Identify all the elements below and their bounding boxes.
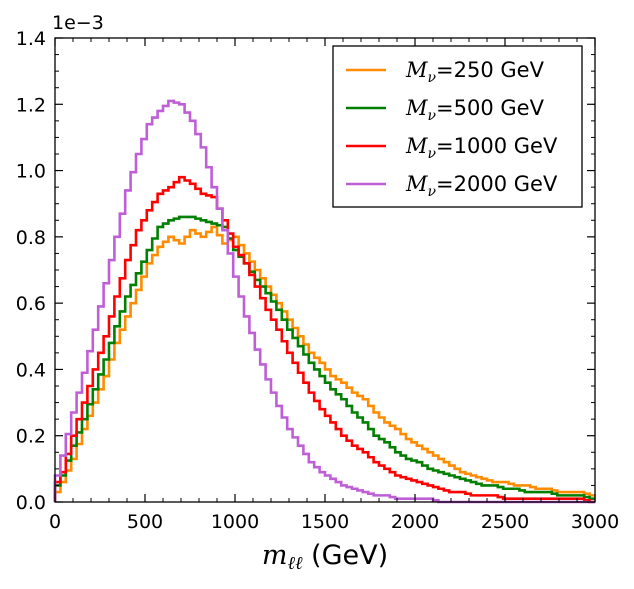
legend-math-symbol: M [405, 58, 428, 82]
legend-math-subscript: ν [428, 184, 437, 200]
x-tick-label: 1000 [211, 511, 259, 533]
legend-frame [332, 45, 583, 208]
legend-label-500-gev: Mν=500 GeV [405, 96, 545, 124]
x-tick-label: 3000 [571, 511, 619, 533]
x-axis-label-unit: (GeV) [302, 540, 388, 571]
legend-math-subscript: ν [428, 108, 437, 124]
y-tick-label: 0.4 [16, 359, 46, 381]
legend-label-1000-gev: Mν=1000 GeV [405, 134, 558, 162]
series-line-1000-gev [53, 175, 595, 504]
x-axis-label-math: m [262, 540, 288, 571]
legend-value-text: =500 GeV [436, 96, 545, 120]
legend-math-symbol: M [405, 96, 428, 120]
series-layer [53, 99, 595, 504]
y-tick-label: 1.4 [16, 28, 46, 50]
legend-label-250-gev: Mν=250 GeV [405, 58, 545, 86]
legend-math-symbol: M [405, 172, 428, 196]
legend-math-symbol: M [405, 134, 428, 158]
x-axis-label-sub: ℓℓ [287, 553, 302, 574]
x-tick-label: 2500 [481, 511, 529, 533]
x-tick-label: 0 [49, 511, 61, 533]
series-line-500-gev [53, 215, 595, 502]
x-tick-label: 1500 [301, 511, 349, 533]
x-axis-label: mℓℓ (GeV) [262, 540, 388, 574]
y-tick-labels: 0.0 0.2 0.4 0.6 0.8 1.0 1.2 1.4 [16, 28, 46, 514]
series-line-250-gev [53, 225, 595, 502]
legend-value-text: =250 GeV [436, 58, 545, 82]
legend-label-2000-gev: Mν=2000 GeV [405, 172, 558, 200]
plot-frame [54, 37, 596, 503]
y-tick-label: 1.2 [16, 94, 46, 116]
y-tick-label: 0.0 [16, 492, 46, 514]
x-tick-label: 500 [127, 511, 163, 533]
y-tick-label: 0.8 [16, 227, 46, 249]
y-tick-label: 0.6 [16, 293, 46, 315]
legend-math-subscript: ν [428, 146, 437, 162]
y-tick-label: 1.0 [16, 161, 46, 183]
legend-math-subscript: ν [428, 70, 437, 86]
y-tick-label: 0.2 [16, 426, 46, 448]
legend-value-text: =1000 GeV [436, 134, 558, 158]
legend-value-text: =2000 GeV [436, 172, 558, 196]
x-tick-labels: 0 500 1000 1500 2000 2500 3000 [49, 511, 619, 533]
x-tick-label: 2000 [391, 511, 439, 533]
y-offset-text: 1e−3 [52, 12, 104, 34]
